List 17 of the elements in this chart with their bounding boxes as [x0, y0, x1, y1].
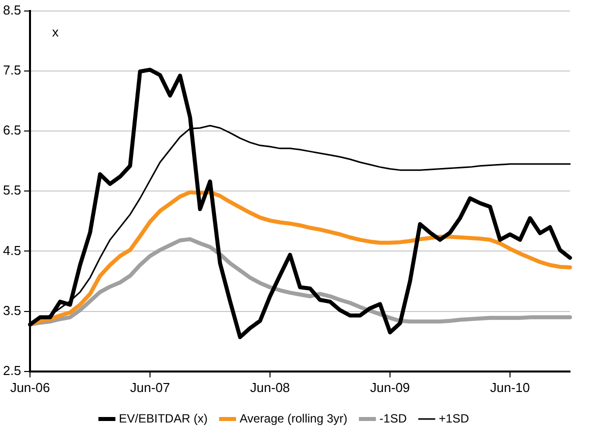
x-tick-label: Jun-08 — [250, 380, 290, 395]
x-tick-label: Jun-09 — [370, 380, 410, 395]
y-tick-label: 7.5 — [2, 62, 22, 78]
legend-label: +1SD — [438, 411, 470, 426]
y-tick-label: 8.5 — [2, 2, 22, 18]
y-tick-label: 4.5 — [2, 242, 22, 258]
annotation: x — [52, 24, 60, 40]
y-tick-label: 3.5 — [2, 302, 22, 318]
legend-label: Average (rolling 3yr) — [240, 411, 348, 426]
x-tick-label: Jun-06 — [10, 380, 50, 395]
y-tick-label: 5.5 — [2, 182, 22, 198]
x-tick-label: Jun-10 — [490, 380, 530, 395]
y-tick-label: 2.5 — [2, 362, 22, 378]
x-tick-label: Jun-07 — [130, 380, 170, 395]
legend-label: EV/EBITDAR (x) — [118, 411, 208, 426]
legend-label: -1SD — [379, 411, 408, 426]
y-tick-label: 6.5 — [2, 122, 22, 138]
